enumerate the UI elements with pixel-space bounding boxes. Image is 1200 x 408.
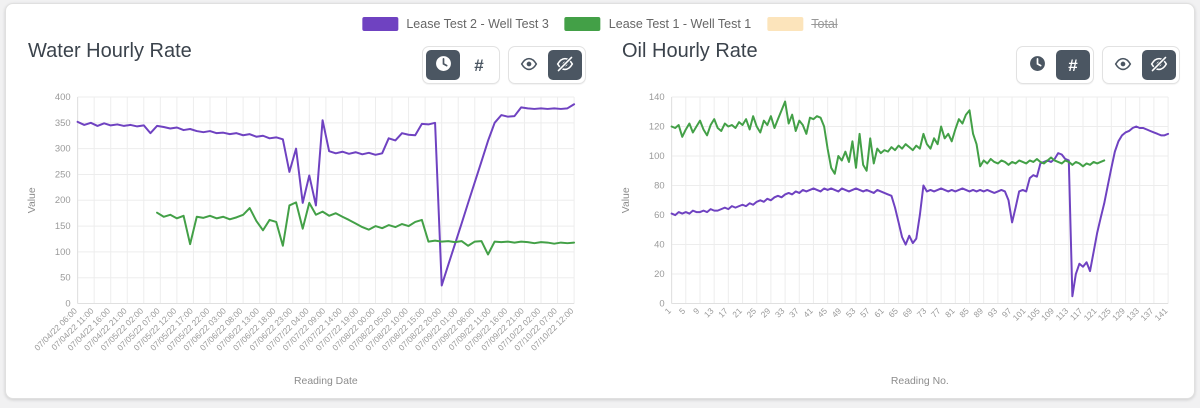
svg-text:61: 61: [872, 306, 886, 320]
svg-text:49: 49: [830, 306, 844, 320]
legend-item-total[interactable]: Total: [767, 17, 838, 31]
svg-text:40: 40: [654, 239, 664, 250]
number-axis-button[interactable]: #: [1056, 50, 1090, 80]
svg-text:53: 53: [844, 306, 858, 320]
svg-text:Value: Value: [27, 187, 38, 213]
svg-text:25: 25: [744, 306, 758, 320]
svg-text:29: 29: [759, 306, 773, 320]
legend-label: Total: [811, 17, 838, 31]
oil-chart-panel: Oil Hourly Rate #: [600, 4, 1194, 398]
svg-text:250: 250: [55, 168, 71, 179]
svg-text:1: 1: [663, 306, 674, 317]
svg-text:0: 0: [659, 298, 664, 309]
svg-text:13: 13: [702, 306, 716, 320]
date-axis-button[interactable]: [426, 50, 460, 80]
svg-text:80: 80: [654, 180, 664, 191]
legend-item-lease-test-2[interactable]: Lease Test 2 - Well Test 3: [362, 17, 549, 31]
svg-text:85: 85: [957, 306, 971, 320]
svg-text:0: 0: [65, 298, 70, 309]
legend-swatch-green: [564, 17, 601, 31]
svg-text:Value: Value: [621, 187, 632, 213]
water-chart-header: Water Hourly Rate #: [24, 36, 586, 90]
show-series-button[interactable]: [512, 50, 546, 80]
svg-text:73: 73: [915, 306, 929, 320]
svg-text:100: 100: [55, 246, 71, 257]
svg-text:50: 50: [60, 272, 70, 283]
svg-text:100: 100: [649, 150, 665, 161]
svg-text:141: 141: [1152, 306, 1169, 323]
water-chart-panel: Water Hourly Rate #: [6, 4, 600, 398]
axis-mode-button-group: #: [422, 46, 500, 84]
svg-text:65: 65: [886, 306, 900, 320]
oil-chart-canvas[interactable]: 1 5 9 13 17 21 25 29 33 37 41 45 49 53 57 61 65 69 73 77 81 8…: [618, 90, 1180, 390]
svg-text:Reading Date: Reading Date: [294, 376, 358, 387]
svg-text:150: 150: [55, 220, 71, 231]
legend-swatch-purple: [362, 17, 399, 31]
svg-text:45: 45: [815, 306, 829, 320]
svg-text:300: 300: [55, 143, 71, 154]
hash-icon: #: [474, 55, 484, 75]
svg-text:400: 400: [55, 91, 71, 102]
axis-mode-button-group: #: [1016, 46, 1094, 84]
legend-label: Lease Test 1 - Well Test 1: [608, 17, 752, 31]
svg-text:41: 41: [801, 306, 815, 320]
legend-label: Lease Test 2 - Well Test 3: [406, 17, 549, 31]
svg-text:9: 9: [691, 306, 702, 317]
eye-icon: [1114, 55, 1132, 76]
svg-text:120: 120: [649, 121, 665, 132]
clock-icon: [435, 55, 452, 75]
svg-text:69: 69: [900, 306, 914, 320]
clock-icon: [1029, 55, 1046, 75]
eye-icon: [520, 55, 538, 76]
oil-chart-title: Oil Hourly Rate: [622, 40, 758, 62]
svg-text:200: 200: [55, 194, 71, 205]
svg-text:77: 77: [929, 306, 943, 320]
svg-text:140: 140: [649, 91, 665, 102]
oil-chart-toolbar: #: [1016, 46, 1180, 84]
water-chart-toolbar: #: [422, 46, 586, 84]
hide-series-button[interactable]: [1142, 50, 1176, 80]
hash-icon: #: [1068, 55, 1078, 75]
eye-slash-icon: [556, 55, 574, 76]
date-axis-button[interactable]: [1020, 50, 1054, 80]
svg-text:37: 37: [787, 306, 801, 320]
legend-swatch-beige: [767, 17, 804, 31]
svg-text:21: 21: [730, 306, 744, 320]
legend-item-lease-test-1[interactable]: Lease Test 1 - Well Test 1: [564, 17, 752, 31]
svg-text:89: 89: [971, 306, 985, 320]
chart-legend: Lease Test 2 - Well Test 3 Lease Test 1 …: [362, 17, 838, 31]
visibility-button-group: [1102, 46, 1180, 84]
number-axis-button[interactable]: #: [462, 50, 496, 80]
svg-text:20: 20: [654, 268, 664, 279]
svg-text:5: 5: [677, 306, 688, 317]
svg-text:350: 350: [55, 117, 71, 128]
charts-row: Water Hourly Rate #: [6, 4, 1194, 398]
svg-text:33: 33: [773, 306, 787, 320]
svg-text:57: 57: [858, 306, 872, 320]
svg-text:60: 60: [654, 209, 664, 220]
eye-slash-icon: [1150, 55, 1168, 76]
water-chart-title: Water Hourly Rate: [28, 40, 192, 62]
svg-text:93: 93: [986, 306, 1000, 320]
dashboard-card: Lease Test 2 - Well Test 3 Lease Test 1 …: [5, 3, 1195, 399]
svg-text:81: 81: [943, 306, 957, 320]
show-series-button[interactable]: [1106, 50, 1140, 80]
oil-chart-header: Oil Hourly Rate #: [618, 36, 1180, 90]
visibility-button-group: [508, 46, 586, 84]
svg-text:Reading No.: Reading No.: [891, 376, 949, 387]
svg-text:17: 17: [716, 306, 730, 320]
hide-series-button[interactable]: [548, 50, 582, 80]
